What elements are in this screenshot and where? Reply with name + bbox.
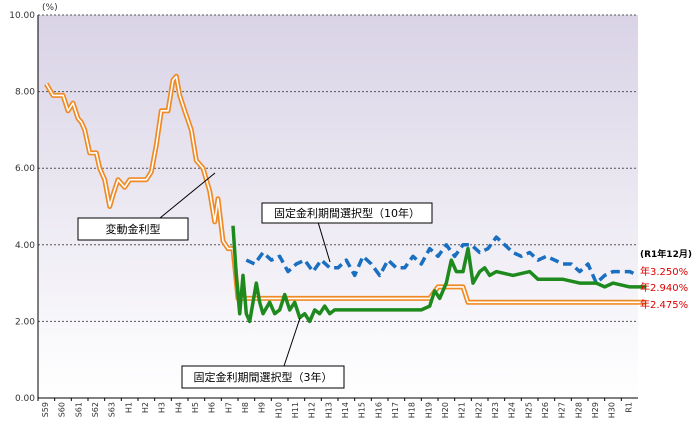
x-tick-label: H16 [374,402,383,418]
x-tick-label: H2 [141,402,150,413]
x-tick-label: H8 [241,402,250,413]
x-tick-label: S61 [74,402,83,417]
callout-box-fixed3 [181,365,345,389]
x-tick-label: S60 [58,402,67,417]
callout-box-variable [77,217,189,241]
x-tick-label: H21 [458,402,467,418]
x-tick-label: H25 [524,402,533,418]
x-tick-label: H20 [441,402,450,418]
x-tick-label: H3 [158,402,167,413]
y-tick-label: 4.00 [15,241,35,251]
x-tick-label: H14 [341,402,350,418]
series-line-variable-inner [45,75,647,304]
x-tick-label: S63 [108,402,117,417]
y-tick-label: 8.00 [15,88,35,98]
callout-fixed3: 固定金利期間選択型（3年） [194,370,333,384]
x-tick-label: H18 [408,402,417,418]
series-lines [44,73,647,324]
x-tick-label: H29 [591,402,600,418]
series-line-fixed3 [231,225,647,324]
x-axis-ticks: S59 S60 S61 S62 S63 H1 H2 H3 H4 H5 H6 H7 H8 H9 H10 H11 H… [37,398,633,418]
x-tick-label: H6 [208,402,217,413]
x-tick-label: H27 [558,402,567,418]
x-tick-label: H23 [491,402,500,418]
x-tick-label: H13 [324,402,333,418]
callout-box-fixed10 [261,202,433,224]
end-label-fixed3: 年2.940% [640,281,688,294]
x-tick-label: H30 [608,402,617,418]
x-tick-label: H28 [574,402,583,418]
y-tick-label: 10.00 [9,11,35,21]
x-tick-label: H9 [258,402,267,413]
y-axis-ticks: 0.00 2.00 4.00 6.00 8.00 10.00 [9,11,35,404]
y-tick-label: 6.00 [15,164,35,174]
callout-fixed10: 固定金利期間選択型（10年） [274,206,420,220]
y-tick-label: 2.00 [15,317,35,327]
x-tick-label: H5 [191,402,200,413]
x-tick-label: H12 [308,402,317,418]
x-tick-label: S62 [91,402,100,417]
x-tick-label: R1 [624,402,633,413]
x-tick-label: H17 [391,402,400,418]
x-tick-label: H4 [174,402,183,413]
unit-label: (%) [42,3,58,13]
x-tick-label: H26 [541,402,550,418]
x-tick-label: H10 [274,402,283,418]
callout-variable: 変動金利型 [106,222,161,236]
callout-leader-variable [159,172,216,219]
x-tick-label: H7 [224,402,233,413]
x-tick-label: H19 [424,402,433,418]
callout-leader-fixed10 [317,221,331,263]
callout-leader-fixed3 [283,317,301,367]
y-tick-label: 0.00 [15,394,35,404]
x-tick-label: H1 [124,402,133,413]
x-tick-label: H15 [358,402,367,418]
x-tick-label: H22 [474,402,483,418]
end-label-variable: 年2.475% [640,298,688,311]
x-tick-label: H11 [291,402,300,418]
end-label-fixed10: 年3.250% [640,265,688,278]
x-tick-label: S59 [41,402,50,417]
x-tick-label: H24 [508,402,517,418]
end-label-header: (R1年12月) [640,248,692,260]
